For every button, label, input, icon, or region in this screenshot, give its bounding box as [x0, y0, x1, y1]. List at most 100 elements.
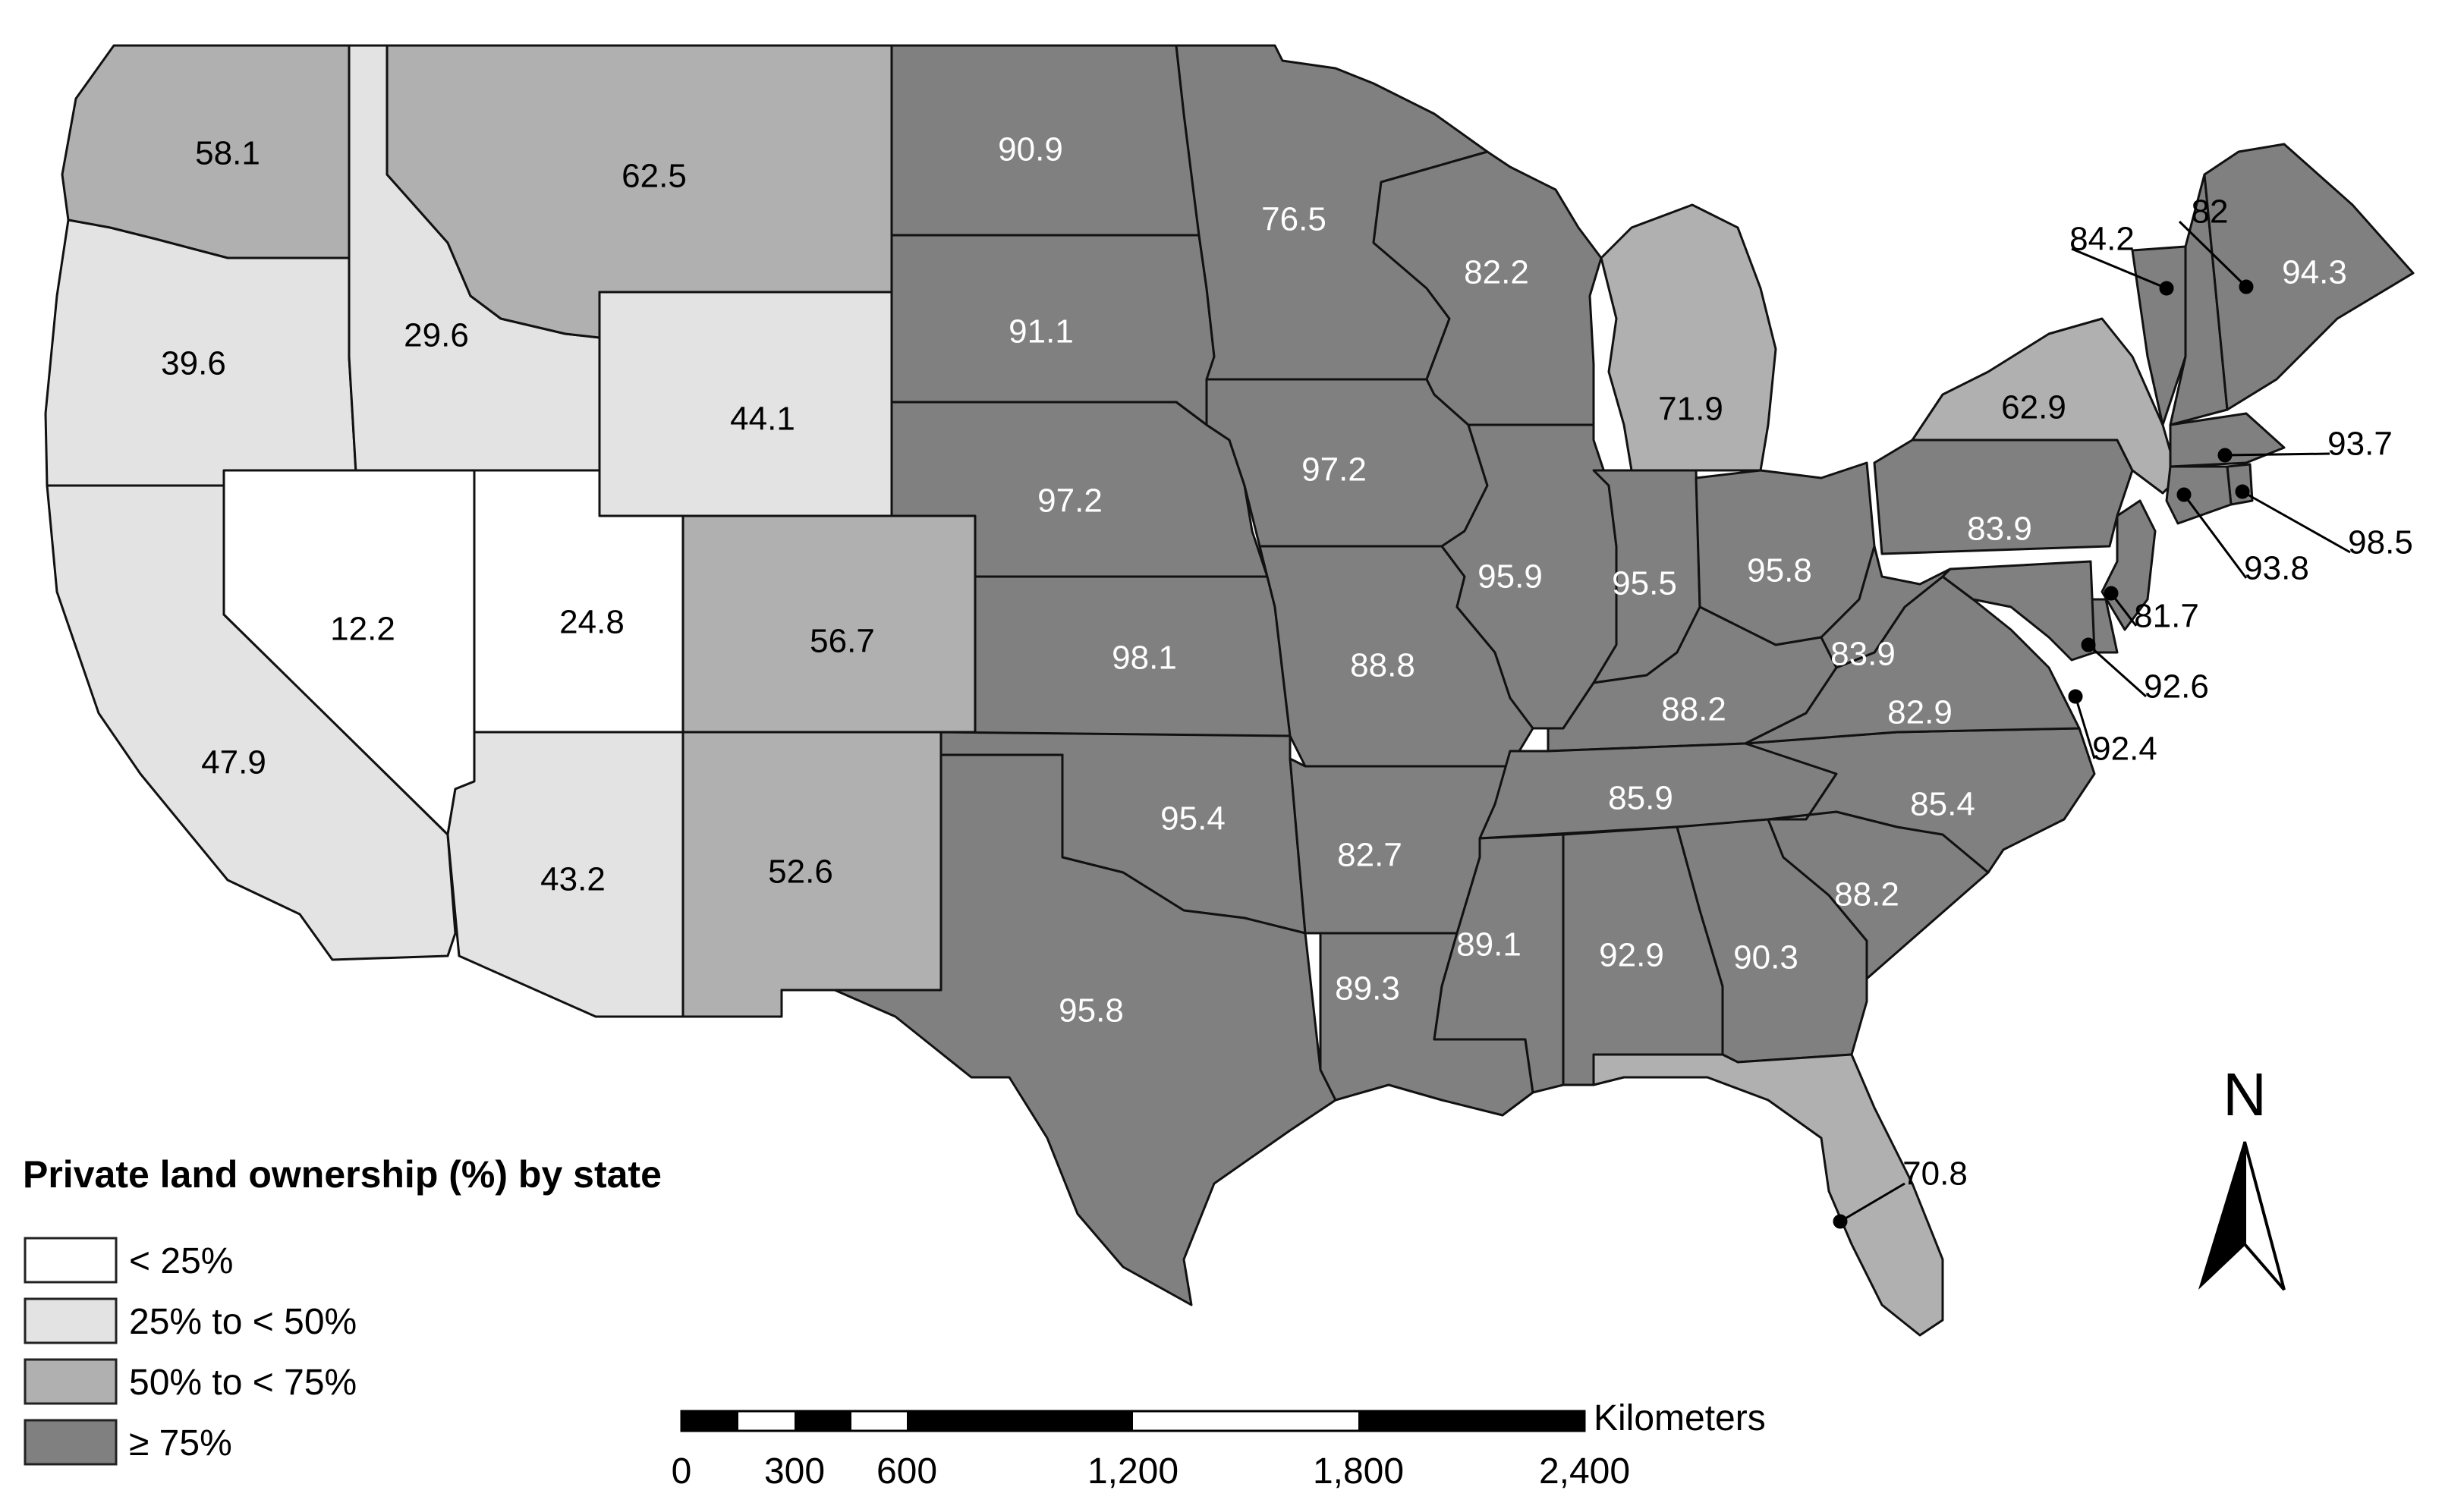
- state-label-ms: 89.1: [1456, 926, 1522, 964]
- scale-bar-unit: Kilometers: [1594, 1398, 1766, 1438]
- state-me: [2203, 143, 2415, 411]
- leader-dot-nh: [2239, 279, 2254, 294]
- state-label-pa: 83.9: [1967, 511, 2032, 548]
- leader-line-fl: [1839, 1182, 1905, 1223]
- leader-line-nh: [2178, 220, 2248, 288]
- state-label-ok: 95.4: [1160, 800, 1226, 838]
- leader-line-md: [2074, 696, 2096, 759]
- state-wi: [1372, 150, 1603, 426]
- state-ny: [1911, 317, 2179, 495]
- state-label-oh: 95.8: [1747, 552, 1812, 589]
- states-layer: [44, 44, 2415, 1337]
- state-label-ma: 93.7: [2327, 426, 2393, 463]
- state-label-ia: 97.2: [1301, 451, 1367, 489]
- leader-dot-vt: [2159, 281, 2174, 296]
- state-label-ri: 98.5: [2348, 524, 2413, 561]
- state-label-ut: 24.8: [559, 604, 625, 641]
- north-arrow-icon-right: [2243, 1141, 2286, 1291]
- state-md: [1941, 560, 2096, 662]
- state-label-me: 94.3: [2282, 254, 2347, 291]
- state-label-mt: 62.5: [622, 158, 687, 195]
- legend-swatch-4: [24, 1419, 118, 1466]
- scale-bar-seg-2: [795, 1411, 851, 1431]
- leader-lines: [1833, 220, 2351, 1229]
- state-label-tn: 85.9: [1608, 780, 1673, 817]
- leader-dot-ct: [2176, 487, 2192, 502]
- legend-item-1: < 25%: [24, 1237, 233, 1284]
- scale-tick-2400: 2,400: [1539, 1451, 1630, 1492]
- scale-tick-0: 0: [672, 1451, 692, 1492]
- state-label-ct: 93.8: [2244, 550, 2309, 587]
- state-label-ar: 82.7: [1337, 837, 1402, 874]
- state-label-nh: 82: [2192, 193, 2229, 231]
- state-labels: 58.1 39.6 29.6 62.5 44.1 47.9 12.2 24.8 56.7 43.2…: [161, 131, 2413, 1193]
- legend-item-4: ≥ 75%: [24, 1419, 232, 1466]
- legend-title: Private land ownership (%) by state: [23, 1153, 662, 1196]
- north-arrow-label: N: [2223, 1061, 2267, 1128]
- state-label-nv: 12.2: [330, 611, 395, 648]
- scale-bar-seg-4: [1358, 1411, 1584, 1431]
- state-nh: [2169, 173, 2229, 426]
- state-label-md: 92.4: [2092, 731, 2157, 768]
- state-label-wy: 44.1: [730, 401, 795, 438]
- state-label-mo: 88.8: [1350, 647, 1415, 684]
- legend-swatch-1: [24, 1237, 118, 1284]
- scale-tick-1200: 1,200: [1087, 1451, 1179, 1492]
- state-label-wi: 82.2: [1464, 254, 1529, 291]
- legend-label-3: 50% to < 75%: [129, 1363, 357, 1403]
- leader-line-vt: [2071, 247, 2167, 290]
- scale-tick-600: 600: [876, 1451, 937, 1492]
- leader-line-ma: [2224, 452, 2330, 457]
- leader-dot-nj: [2104, 586, 2119, 601]
- leader-dot-fl: [1833, 1214, 1848, 1229]
- legend-label-2: 25% to < 50%: [129, 1302, 357, 1342]
- state-label-mi: 71.9: [1658, 391, 1723, 428]
- state-label-in: 95.5: [1612, 565, 1677, 602]
- state-label-ny: 62.9: [2001, 389, 2066, 426]
- legend-label-1: < 25%: [129, 1241, 233, 1281]
- state-label-la: 89.3: [1335, 970, 1400, 1008]
- scale-bar-seg-3: [907, 1411, 1133, 1431]
- state-ne: [890, 401, 1269, 578]
- legend-item-3: 50% to < 75%: [24, 1358, 357, 1405]
- state-label-ga: 90.3: [1733, 939, 1798, 976]
- leader-dot-de: [2081, 637, 2096, 652]
- state-label-al: 92.9: [1599, 937, 1664, 974]
- state-label-ca: 47.9: [201, 744, 266, 781]
- state-label-id: 29.6: [404, 317, 469, 354]
- leader-dot-md: [2068, 689, 2083, 704]
- state-label-ks: 98.1: [1112, 640, 1177, 677]
- state-mi: [1600, 203, 1777, 472]
- legend: Private land ownership (%) by state < 25…: [23, 1153, 662, 1466]
- leader-dot-ma: [2217, 448, 2233, 463]
- state-label-nc: 85.4: [1910, 786, 1975, 823]
- state-label-mn: 76.5: [1261, 201, 1326, 238]
- state-label-or: 39.6: [161, 345, 226, 382]
- leader-line-ri: [2242, 490, 2351, 554]
- north-arrow: N: [2198, 1061, 2286, 1291]
- leader-line-ct: [2182, 494, 2248, 579]
- state-label-va: 82.9: [1887, 694, 1953, 731]
- state-label-il: 95.9: [1477, 558, 1543, 596]
- leader-dot-ri: [2235, 484, 2250, 499]
- leader-line-de: [2087, 643, 2148, 698]
- state-label-nj: 81.7: [2134, 598, 2199, 635]
- legend-item-2: 25% to < 50%: [24, 1297, 357, 1344]
- state-label-az: 43.2: [540, 861, 606, 898]
- legend-swatch-2: [24, 1297, 118, 1344]
- north-arrow-icon-left: [2198, 1141, 2246, 1291]
- state-label-sc: 88.2: [1834, 876, 1899, 913]
- legend-swatch-3: [24, 1358, 118, 1405]
- scale-bar-seg-1: [681, 1411, 738, 1431]
- state-label-ne: 97.2: [1037, 483, 1103, 520]
- state-nc: [1744, 727, 2096, 874]
- scale-tick-300: 300: [764, 1451, 825, 1492]
- state-label-nd: 90.9: [998, 131, 1063, 168]
- scale-tick-1800: 1,800: [1313, 1451, 1404, 1492]
- scale-bar: Kilometers 0 300 600 1,200 1,800 2,400: [672, 1398, 1766, 1492]
- state-label-tx: 95.8: [1059, 992, 1124, 1030]
- state-label-vt: 84.2: [2069, 221, 2135, 258]
- state-label-wv: 83.9: [1830, 636, 1896, 673]
- state-label-ky: 88.2: [1661, 691, 1726, 728]
